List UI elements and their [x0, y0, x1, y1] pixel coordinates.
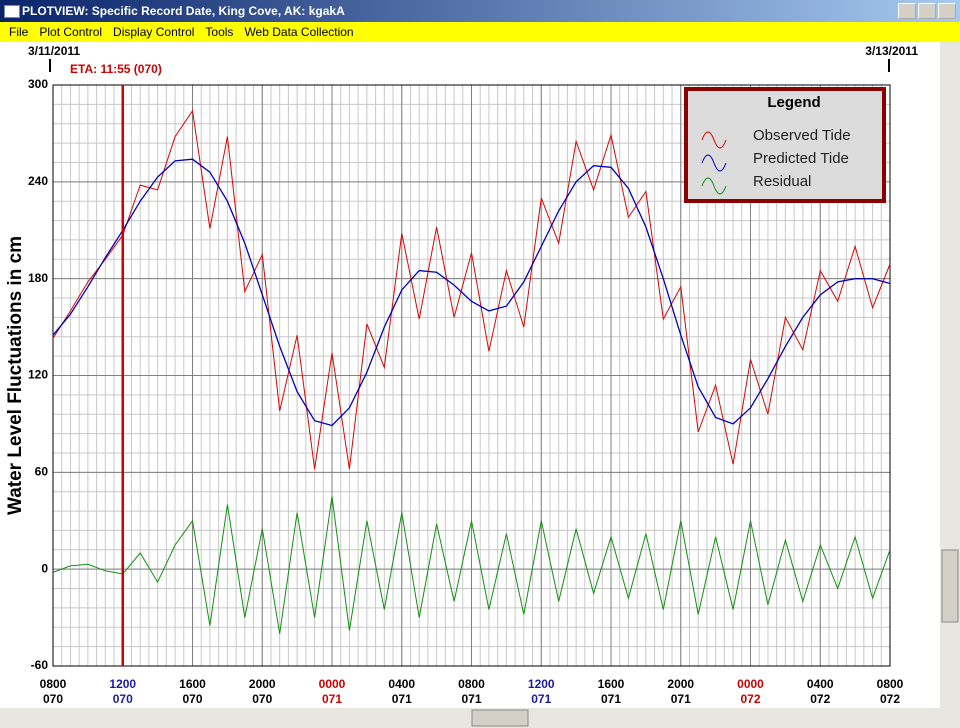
y-axis-label: Water Level Fluctuations in cm: [5, 236, 26, 515]
x-tick-label: 0000: [319, 677, 346, 691]
x-tick-day: 071: [671, 692, 691, 706]
x-tick-day: 072: [810, 692, 830, 706]
scroll-thumb[interactable]: [941, 549, 959, 623]
legend-label: Predicted Tide: [753, 150, 849, 167]
y-tick-label: 240: [28, 174, 48, 188]
menu-item[interactable]: Display Control: [113, 25, 195, 39]
legend-box: [684, 87, 886, 203]
legend-title: Legend: [767, 94, 820, 111]
minimize-button[interactable]: [898, 3, 916, 19]
vertical-scrollbar[interactable]: [940, 42, 960, 708]
x-tick-label: 2000: [667, 677, 694, 691]
x-tick-day: 072: [740, 692, 760, 706]
title-bar: PLOTVIEW: Specific Record Date, King Cov…: [0, 0, 960, 22]
menu-item[interactable]: Plot Control: [39, 25, 103, 39]
x-tick-day: 071: [601, 692, 621, 706]
y-tick-label: 60: [35, 465, 49, 479]
legend-label: Observed Tide: [753, 127, 851, 144]
x-tick-label: 1600: [179, 677, 206, 691]
x-tick-label: 2000: [249, 677, 276, 691]
x-tick-day: 071: [461, 692, 481, 706]
start-date: 3/11/2011: [28, 44, 80, 58]
y-tick-label: 120: [28, 368, 48, 382]
x-tick-day: 071: [531, 692, 551, 706]
x-tick-label: 0000: [737, 677, 764, 691]
x-tick-day: 070: [113, 692, 133, 706]
end-date: 3/13/2011: [865, 44, 918, 58]
eta-label: ETA: 11:55 (070): [70, 62, 162, 76]
x-tick-day: 071: [392, 692, 412, 706]
legend-swatch: [701, 177, 727, 195]
x-tick-label: 1200: [109, 677, 136, 691]
y-tick-label: 0: [41, 561, 48, 575]
x-tick-day: 070: [43, 692, 63, 706]
x-tick-label: 0400: [388, 677, 415, 691]
y-tick-label: 300: [28, 77, 48, 91]
plot-frame: [52, 84, 891, 667]
x-tick-label: 0800: [877, 677, 904, 691]
x-tick-label: 0400: [807, 677, 834, 691]
y-tick-label: -60: [31, 658, 49, 672]
window-title: PLOTVIEW: Specific Record Date, King Cov…: [22, 4, 345, 18]
menu-item[interactable]: Web Data Collection: [244, 25, 354, 39]
scroll-thumb[interactable]: [471, 709, 529, 727]
maximize-button[interactable]: [918, 3, 936, 19]
series-line: [52, 496, 891, 634]
legend-label: Residual: [753, 173, 811, 190]
x-tick-day: 072: [880, 692, 900, 706]
app-icon: [4, 5, 20, 18]
x-tick-label: 1600: [598, 677, 625, 691]
x-tick-label: 0800: [40, 677, 67, 691]
series-line: [52, 158, 891, 427]
chart: -600601201802403000800070120007016000702…: [0, 42, 960, 728]
legend-swatch: [701, 131, 727, 149]
x-tick-label: 0800: [458, 677, 485, 691]
x-tick-day: 070: [182, 692, 202, 706]
menu-bar: File Plot Control Display Control Tools Web …: [0, 22, 960, 42]
x-tick-day: 070: [252, 692, 272, 706]
y-tick-label: 180: [28, 271, 48, 285]
legend-swatch: [701, 154, 727, 172]
series-line: [52, 109, 891, 470]
menu-item[interactable]: File: [9, 25, 29, 39]
menu-item[interactable]: Tools: [205, 25, 234, 39]
x-tick-day: 071: [322, 692, 342, 706]
close-button[interactable]: [938, 3, 956, 19]
x-tick-label: 1200: [528, 677, 555, 691]
